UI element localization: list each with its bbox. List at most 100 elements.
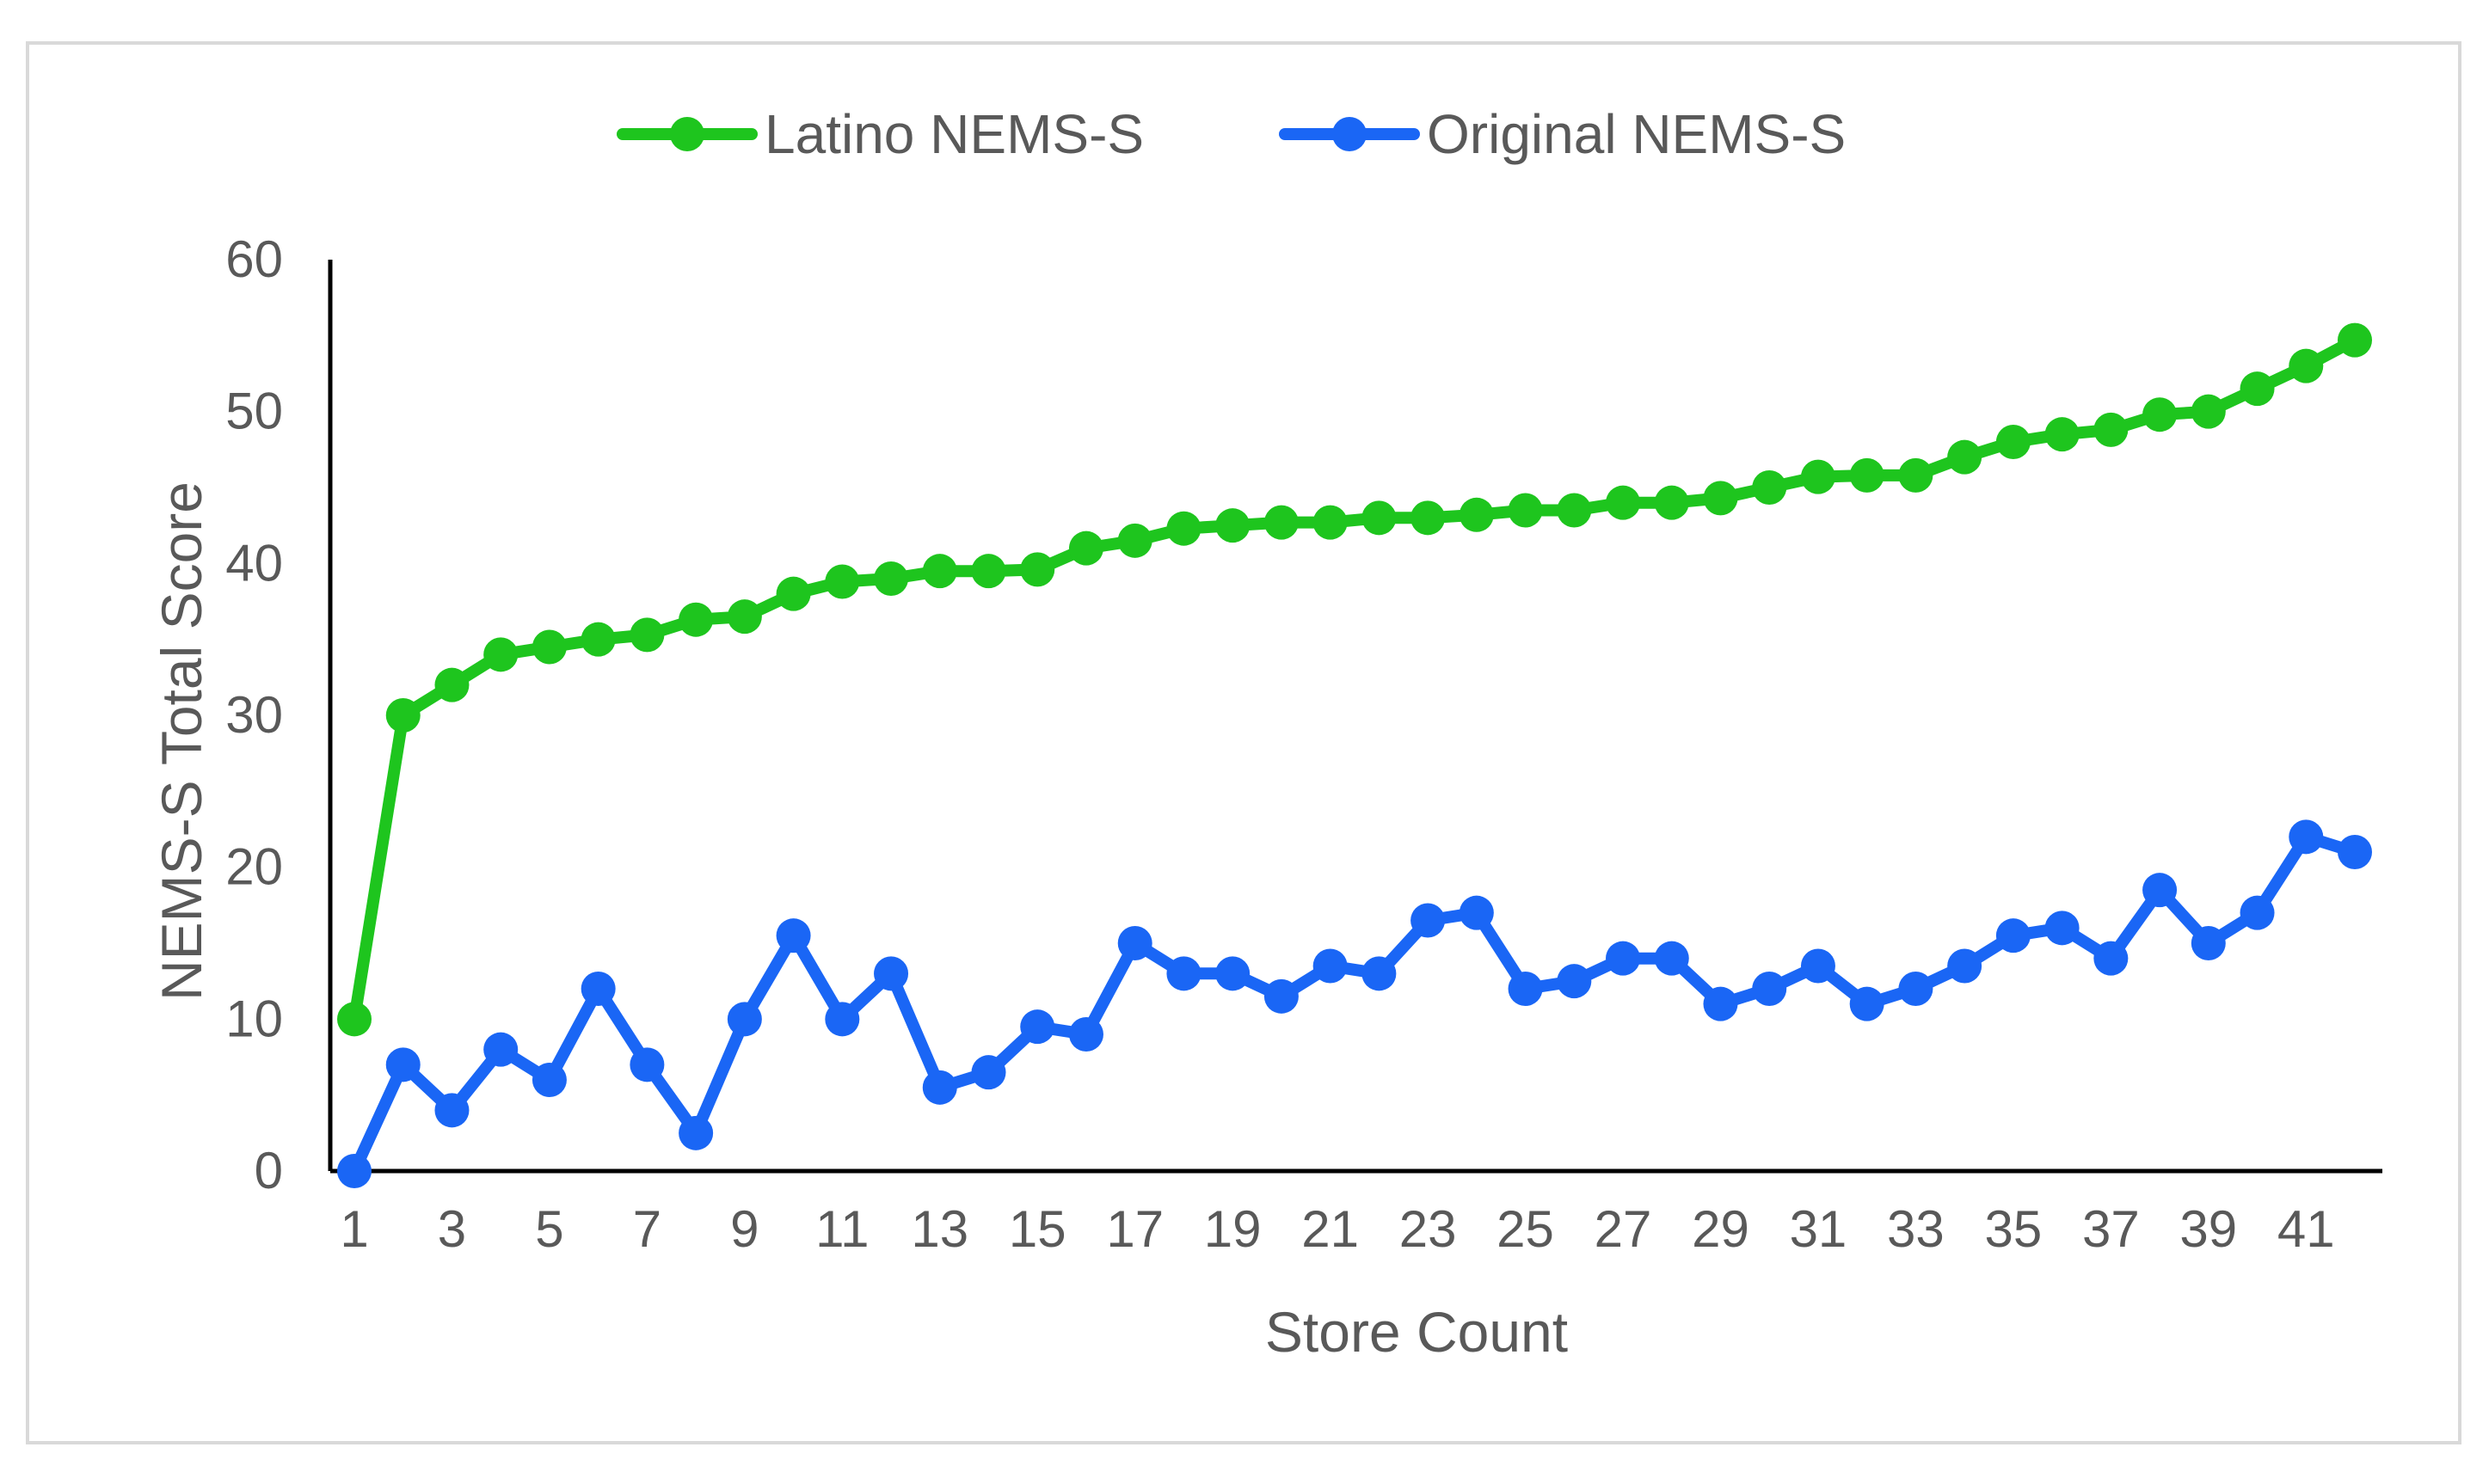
data-point [434, 667, 470, 702]
data-point [1215, 956, 1251, 991]
data-point [1947, 439, 1982, 475]
data-point [2338, 322, 2372, 358]
data-point [532, 629, 567, 665]
x-tick-label: 3 [438, 1200, 466, 1258]
legend-item: Original NEMS-S [1279, 103, 1846, 165]
data-point [337, 1154, 372, 1188]
data-point [1263, 505, 1299, 540]
data-point [727, 1002, 762, 1037]
data-point [874, 561, 909, 596]
y-tick-label: 40 [225, 534, 283, 592]
data-point [2289, 819, 2324, 855]
data-point [2240, 895, 2275, 930]
x-tick-label: 31 [1790, 1200, 1847, 1258]
data-point [1800, 459, 1835, 494]
y-tick-label: 30 [225, 686, 283, 744]
data-point [1898, 972, 1933, 1006]
y-tick-label: 60 [225, 230, 283, 288]
legend-swatch-marker [670, 117, 704, 151]
x-tick-label: 11 [815, 1200, 869, 1258]
data-point [825, 1002, 860, 1037]
data-point [1410, 903, 1446, 938]
data-point [1703, 481, 1738, 516]
series-line [348, 831, 2361, 1177]
data-point [385, 698, 421, 733]
x-tick-label: 23 [1399, 1200, 1457, 1258]
data-point [532, 1063, 567, 1097]
data-point [2142, 397, 2178, 432]
legend-swatch-marker [1332, 117, 1367, 151]
data-point [1361, 500, 1397, 536]
data-point [1068, 1017, 1103, 1052]
data-point [2240, 371, 2275, 407]
data-point [825, 564, 860, 599]
data-point [337, 1002, 372, 1037]
data-point [483, 637, 519, 672]
x-tick-label: 5 [535, 1200, 563, 1258]
data-point [2093, 412, 2129, 447]
data-point [1606, 941, 1641, 976]
x-axis: 1 3 5 7 9 11 13 15 17 19 21 23 25 27 29 31 33 35 37 39 41 [330, 1168, 2382, 1258]
data-point [1606, 485, 1641, 520]
data-point [776, 576, 811, 611]
data-point [483, 1032, 519, 1067]
x-tick-label: 7 [633, 1200, 661, 1258]
x-tick-label: 33 [1887, 1200, 1945, 1258]
y-tick-label: 50 [225, 383, 283, 440]
data-point [2142, 873, 2178, 908]
data-point [630, 1047, 665, 1082]
x-tick-label: 29 [1692, 1200, 1749, 1258]
data-point [679, 1115, 714, 1150]
data-point [1068, 530, 1103, 566]
data-point [2191, 394, 2226, 429]
data-point [1947, 948, 1982, 984]
data-point [2044, 417, 2080, 452]
data-point [922, 554, 957, 589]
data-point [1117, 926, 1152, 960]
y-axis: 0 10 20 30 40 50 60 [225, 230, 333, 1199]
x-tick-label: 17 [1106, 1200, 1164, 1258]
legend-label: Latino NEMS-S [765, 103, 1144, 165]
x-tick-label: 27 [1595, 1200, 1652, 1258]
x-tick-label: 9 [730, 1200, 759, 1258]
data-point [1459, 895, 1494, 930]
data-point [1508, 493, 1543, 528]
data-point [1800, 948, 1835, 984]
data-point [1117, 523, 1152, 558]
x-tick-label: 39 [2179, 1200, 2237, 1258]
series-original-nems-s [337, 819, 2372, 1188]
data-point [581, 972, 616, 1006]
legend-item: Latino NEMS-S [617, 103, 1144, 165]
data-point [727, 599, 762, 635]
data-point [1654, 941, 1689, 976]
series-layer [337, 322, 2372, 1188]
data-point [1995, 918, 2031, 954]
data-point [971, 1055, 1006, 1090]
data-point [1849, 986, 1884, 1021]
data-point [1898, 457, 1933, 493]
legend-label: Original NEMS-S [1427, 103, 1846, 165]
data-point [1020, 1009, 1055, 1045]
data-point [1166, 956, 1201, 991]
line-chart: Latino NEMS-S Original NEMS-S 01020304050… [150, 103, 2382, 1364]
data-point [1752, 470, 1787, 505]
data-point [2338, 835, 2372, 869]
x-tick-label: 35 [1985, 1200, 2043, 1258]
x-tick-label: 25 [1496, 1200, 1554, 1258]
data-point [385, 1047, 421, 1082]
data-point [1995, 425, 2031, 459]
data-point [1312, 948, 1348, 984]
data-point [1459, 497, 1494, 532]
data-point [581, 622, 616, 657]
data-point [2289, 348, 2324, 383]
data-point [1166, 511, 1201, 546]
data-point [1654, 485, 1689, 520]
data-point [776, 918, 811, 954]
data-point [1849, 457, 1884, 493]
chart-frame: Latino NEMS-S Original NEMS-S 0 10 20 30 40 50… [26, 41, 2461, 1444]
y-tick-label: 20 [225, 838, 283, 896]
data-point [1020, 552, 1055, 587]
data-point [2044, 911, 2080, 946]
series-latino-nems-s [337, 322, 2372, 1037]
x-tick-label: 1 [340, 1200, 368, 1258]
